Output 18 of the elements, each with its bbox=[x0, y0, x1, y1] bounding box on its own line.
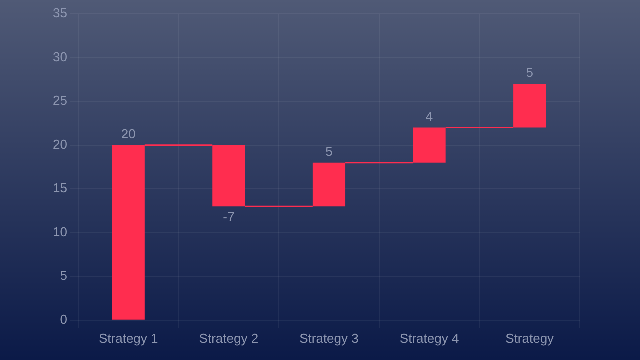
y-tick-label: 35 bbox=[52, 6, 68, 21]
data-label: 5 bbox=[326, 144, 333, 159]
x-tick-label: Strategy bbox=[506, 330, 555, 346]
x-tick-label: Strategy 1 bbox=[98, 330, 158, 346]
y-tick-label: 5 bbox=[60, 268, 68, 284]
data-label: 20 bbox=[121, 126, 136, 142]
y-tick-label: 15 bbox=[52, 180, 68, 196]
data-label: -7 bbox=[223, 210, 235, 225]
y-tick-label: 30 bbox=[52, 49, 68, 64]
x-tick-label: Strategy 4 bbox=[400, 330, 460, 346]
y-tick-label: 0 bbox=[60, 312, 68, 327]
x-tick-label: Strategy 3 bbox=[300, 330, 359, 346]
data-label: 5 bbox=[526, 65, 534, 80]
y-tick-label: 25 bbox=[52, 93, 68, 108]
x-tick-label: Strategy 2 bbox=[199, 330, 259, 346]
data-label: 4 bbox=[426, 108, 434, 124]
y-tick-label: 10 bbox=[52, 224, 68, 240]
y-tick-label: 20 bbox=[52, 136, 68, 152]
